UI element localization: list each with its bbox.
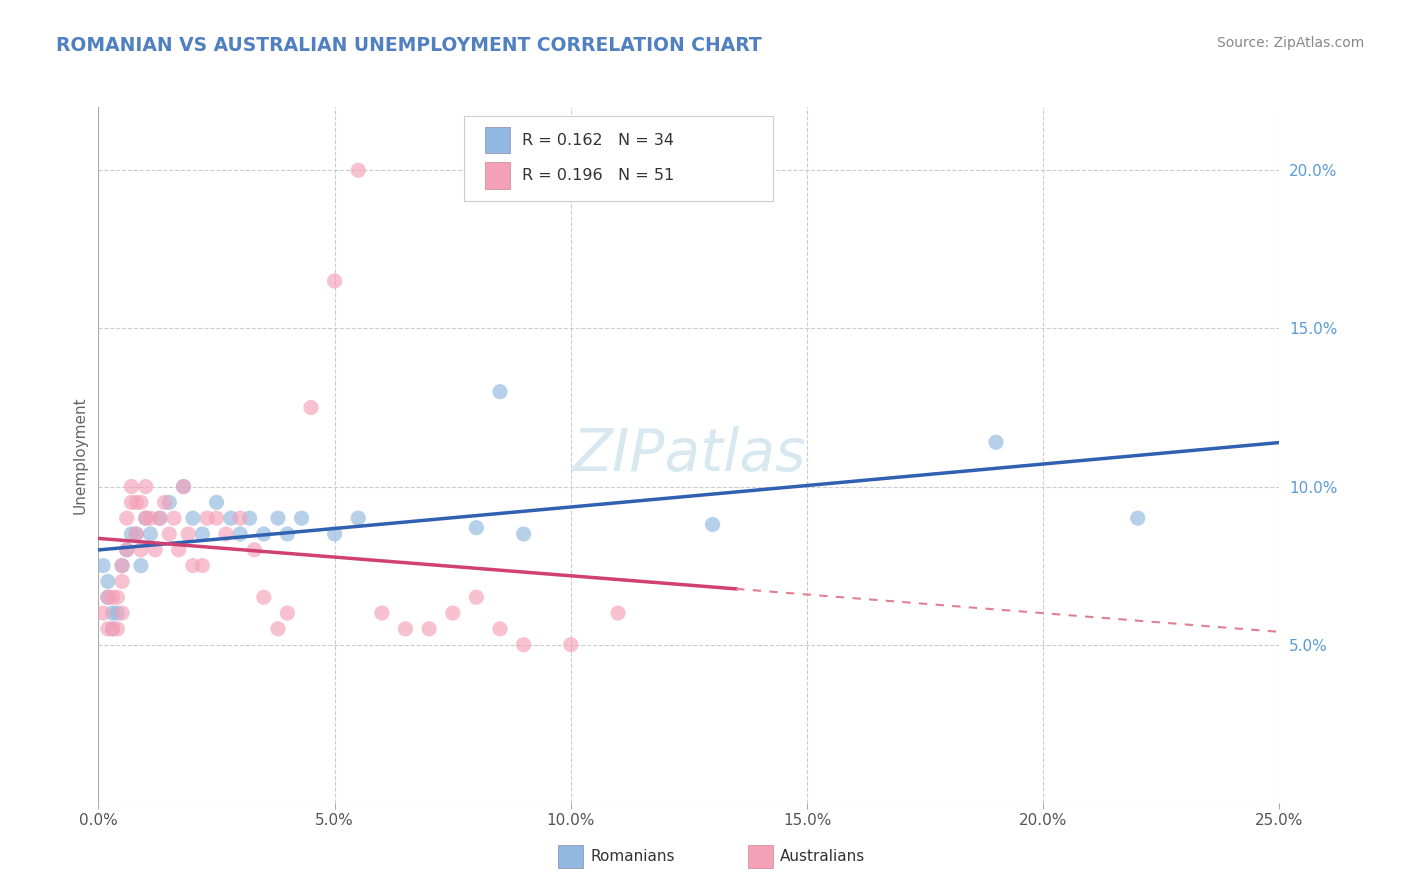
Point — [111, 606, 134, 620]
Point — [139, 511, 162, 525]
Point — [115, 511, 138, 525]
Point — [111, 558, 134, 573]
Point — [219, 511, 242, 525]
Point — [153, 495, 176, 509]
Point — [163, 511, 186, 525]
Point — [135, 479, 157, 493]
Point — [371, 606, 394, 620]
Point — [91, 558, 114, 573]
Point — [702, 517, 724, 532]
Point — [984, 435, 1007, 450]
Point — [267, 622, 290, 636]
Point — [177, 527, 200, 541]
Point — [489, 622, 512, 636]
Point — [121, 527, 143, 541]
Point — [290, 511, 312, 525]
Point — [129, 558, 152, 573]
Point — [157, 495, 180, 509]
Point — [121, 495, 143, 509]
Point — [465, 521, 488, 535]
Point — [191, 558, 214, 573]
Point — [91, 606, 114, 620]
Point — [323, 274, 346, 288]
Point — [97, 591, 120, 605]
Point — [125, 527, 148, 541]
Point — [347, 511, 370, 525]
Point — [299, 401, 322, 415]
Point — [1126, 511, 1149, 525]
Point — [101, 622, 124, 636]
Point — [560, 638, 582, 652]
Text: Australians: Australians — [780, 849, 866, 863]
Text: R = 0.196   N = 51: R = 0.196 N = 51 — [522, 169, 673, 183]
Point — [105, 622, 128, 636]
Point — [181, 558, 204, 573]
Point — [607, 606, 630, 620]
Point — [172, 479, 194, 493]
Point — [149, 511, 172, 525]
Point — [105, 606, 128, 620]
Point — [129, 542, 152, 557]
Point — [167, 542, 190, 557]
Point — [229, 527, 252, 541]
Point — [97, 591, 120, 605]
Point — [394, 622, 416, 636]
Y-axis label: Unemployment: Unemployment — [72, 396, 87, 514]
Point — [489, 384, 512, 399]
Point — [111, 574, 134, 589]
Point — [149, 511, 172, 525]
Point — [111, 558, 134, 573]
Point — [215, 527, 238, 541]
Point — [181, 511, 204, 525]
Point — [125, 495, 148, 509]
Text: ZIPatlas: ZIPatlas — [572, 426, 806, 483]
Point — [97, 622, 120, 636]
Point — [97, 574, 120, 589]
Point — [101, 591, 124, 605]
Point — [101, 606, 124, 620]
Point — [465, 591, 488, 605]
Point — [135, 511, 157, 525]
Point — [512, 527, 534, 541]
Point — [121, 479, 143, 493]
Point — [253, 527, 276, 541]
Point — [191, 527, 214, 541]
Point — [139, 527, 162, 541]
Point — [172, 479, 194, 493]
Point — [205, 495, 228, 509]
Text: Source: ZipAtlas.com: Source: ZipAtlas.com — [1216, 36, 1364, 50]
Point — [229, 511, 252, 525]
Point — [115, 542, 138, 557]
Point — [267, 511, 290, 525]
Point — [125, 527, 148, 541]
Point — [243, 542, 266, 557]
Point — [115, 542, 138, 557]
Point — [195, 511, 218, 525]
Point — [276, 606, 298, 620]
Point — [101, 622, 124, 636]
Point — [129, 495, 152, 509]
Point — [239, 511, 262, 525]
Point — [418, 622, 440, 636]
Point — [253, 591, 276, 605]
Text: R = 0.162   N = 34: R = 0.162 N = 34 — [522, 133, 673, 147]
Point — [135, 511, 157, 525]
Point — [157, 527, 180, 541]
Point — [276, 527, 298, 541]
Point — [143, 542, 166, 557]
Text: Romanians: Romanians — [591, 849, 675, 863]
Point — [441, 606, 464, 620]
Point — [347, 163, 370, 178]
Point — [205, 511, 228, 525]
Point — [323, 527, 346, 541]
Point — [512, 638, 534, 652]
Point — [105, 591, 128, 605]
Text: ROMANIAN VS AUSTRALIAN UNEMPLOYMENT CORRELATION CHART: ROMANIAN VS AUSTRALIAN UNEMPLOYMENT CORR… — [56, 36, 762, 54]
